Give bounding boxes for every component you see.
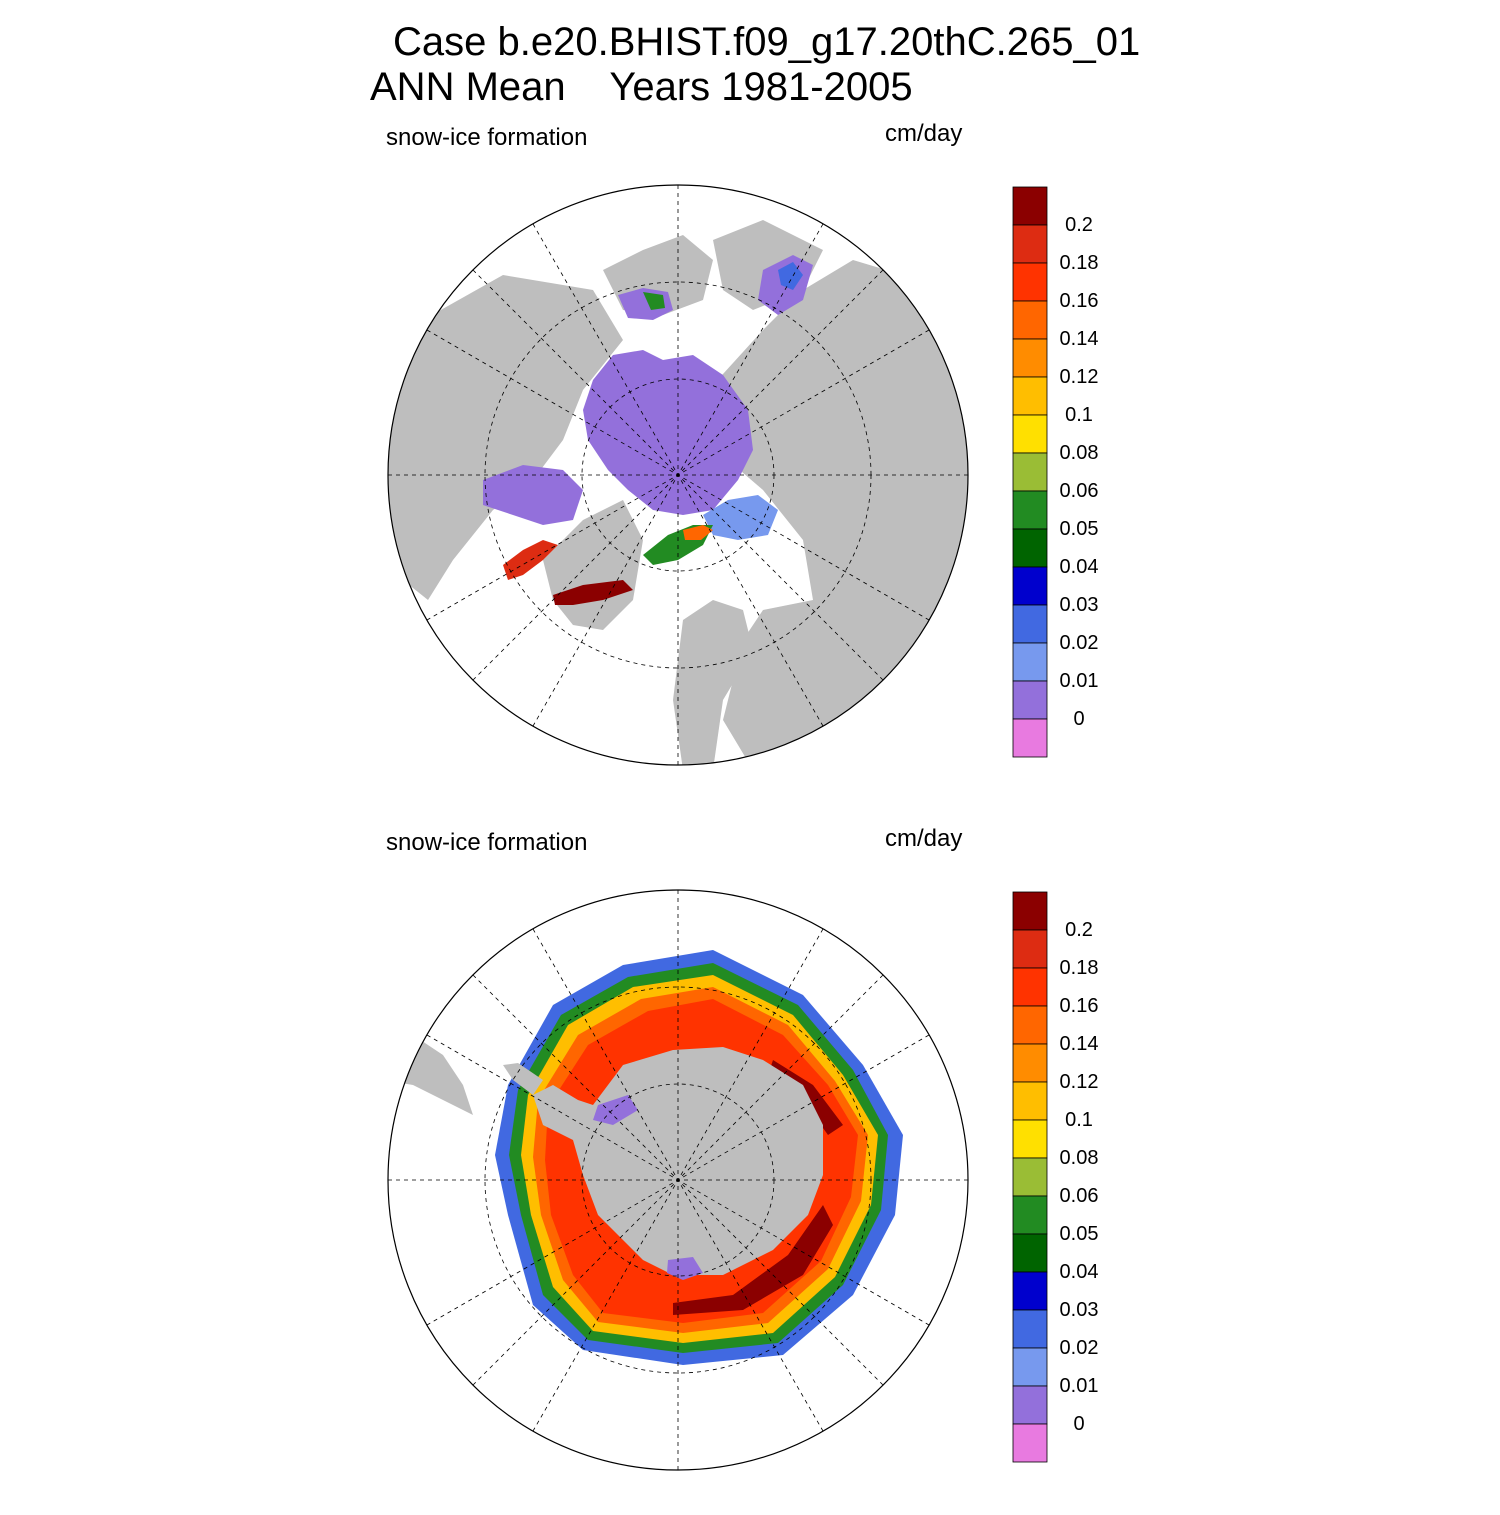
graticule <box>388 185 968 765</box>
colorbar-label: 0.05 <box>1059 1223 1099 1245</box>
colorbar-label: 0.08 <box>1059 1147 1099 1169</box>
snow-ice-bering-green <box>643 292 665 310</box>
north-polar-map <box>387 184 969 766</box>
panel-units: cm/day <box>885 120 963 147</box>
map-border <box>387 889 969 1471</box>
colorbar-swatch <box>1012 414 1048 454</box>
colorbar-swatch <box>1012 1385 1048 1425</box>
colorbar-swatch <box>1012 604 1048 644</box>
ring-dark-red-ross <box>673 1205 833 1315</box>
map-border <box>387 184 969 766</box>
south-polar-map <box>387 889 969 1471</box>
colorbar-label: 0.06 <box>1059 480 1099 502</box>
colorbar-label: 0.18 <box>1059 252 1099 274</box>
colorbar-label: 0.03 <box>1059 594 1099 616</box>
sea-ice-arctic <box>583 350 753 515</box>
colorbar-swatch <box>1012 718 1048 758</box>
colorbar-label: 0.2 <box>1065 919 1093 941</box>
snow-ice-baffin <box>503 540 558 580</box>
colorbar-swatch <box>1012 929 1048 969</box>
colorbar-label: 0.02 <box>1059 632 1099 654</box>
colorbar-label: 0.05 <box>1059 518 1099 540</box>
panel-units: cm/day <box>885 825 963 852</box>
snow-ice-okhotsk-blue <box>778 262 803 290</box>
colorbar-swatch <box>1012 1043 1048 1083</box>
colorbar-swatch <box>1012 1157 1048 1197</box>
colorbar-label: 0 <box>1073 1413 1085 1435</box>
colorbar-label: 0.02 <box>1059 1337 1099 1359</box>
colorbar-label: 0.04 <box>1059 556 1099 578</box>
colorbar-swatch <box>1012 1081 1048 1121</box>
colorbar-label: 0.12 <box>1059 1071 1099 1093</box>
colorbar-swatch <box>1012 566 1048 606</box>
land-north-europe <box>673 600 753 765</box>
colorbar-swatch <box>1012 490 1048 530</box>
snow-ice-greenland-east <box>553 580 633 605</box>
colorbar-label: 0.1 <box>1065 1109 1093 1131</box>
panel-north-hemisphere: snow-ice formation cm/day <box>0 110 1500 810</box>
panel-south-hemisphere: snow-ice formation cm/day <box>0 815 1500 1515</box>
colorbar-swatch <box>1012 1423 1048 1463</box>
colorbar-swatch <box>1012 1119 1048 1159</box>
sea-ice-weddell-purple <box>593 1095 638 1125</box>
colorbar-swatch <box>1012 262 1048 302</box>
colorbar-label: 0.2 <box>1065 214 1093 236</box>
colorbar-label: 0.14 <box>1059 1033 1099 1055</box>
colorbar-label: 0.14 <box>1059 328 1099 350</box>
sea-ice-hudson <box>483 465 583 525</box>
colorbar-swatch <box>1012 680 1048 720</box>
colorbar-label: 0.06 <box>1059 1185 1099 1207</box>
colorbar-label: 0.16 <box>1059 995 1099 1017</box>
colorbar-swatch <box>1012 1347 1048 1387</box>
snow-ice-fram-hot <box>683 525 713 540</box>
colorbar-swatch <box>1012 891 1048 931</box>
panel-subtitle: snow-ice formation <box>386 124 588 151</box>
colorbar-swatch <box>1012 1005 1048 1045</box>
colorbar-label: 0.08 <box>1059 442 1099 464</box>
colorbar-label: 0 <box>1073 708 1085 730</box>
colorbar-swatch <box>1012 186 1048 226</box>
colorbar-swatch <box>1012 338 1048 378</box>
colorbar-swatch <box>1012 967 1048 1007</box>
colorbar-south <box>1012 891 1048 1463</box>
colorbar-label: 0.1 <box>1065 404 1093 426</box>
colorbar-swatch <box>1012 1233 1048 1273</box>
colorbar-label: 0.18 <box>1059 957 1099 979</box>
colorbar-label: 0.01 <box>1059 1375 1099 1397</box>
colorbar-label: 0.01 <box>1059 670 1099 692</box>
panel-subtitle: snow-ice formation <box>386 829 588 856</box>
colorbar-label: 0.04 <box>1059 1261 1099 1283</box>
colorbar-swatch <box>1012 642 1048 682</box>
land-america <box>713 260 968 765</box>
colorbar-swatch <box>1012 528 1048 568</box>
land-eurasia <box>388 275 623 600</box>
graticule <box>388 890 968 1470</box>
sea-ice-barents <box>703 495 778 540</box>
colorbar-swatch <box>1012 300 1048 340</box>
figure-title-case: Case b.e20.BHIST.f09_g17.20thC.265_01 <box>393 20 1141 64</box>
colorbar-swatch <box>1012 1309 1048 1349</box>
colorbar-north <box>1012 186 1048 758</box>
colorbar-swatch <box>1012 1195 1048 1235</box>
colorbar-swatch <box>1012 1271 1048 1311</box>
land-antarctic-peninsula <box>503 1063 543 1095</box>
colorbar-label: 0.12 <box>1059 366 1099 388</box>
colorbar-swatch <box>1012 376 1048 416</box>
colorbar-label: 0.03 <box>1059 1299 1099 1321</box>
colorbar-label: 0.16 <box>1059 290 1099 312</box>
sea-ice-ross-purple <box>667 1257 703 1280</box>
figure-title-period: ANN Mean Years 1981-2005 <box>370 65 913 109</box>
colorbar-swatch <box>1012 452 1048 492</box>
colorbar-swatch <box>1012 224 1048 264</box>
